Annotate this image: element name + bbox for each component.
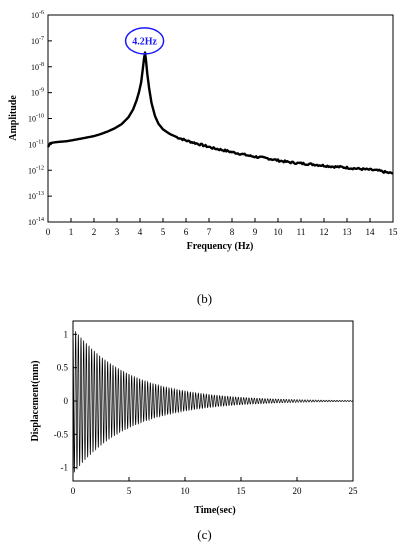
displacement-y-tick-label: -0.5: [54, 429, 69, 439]
spectrum-x-tick-label: 8: [230, 227, 235, 237]
spectrum-y-tick-label: 10-13: [28, 191, 44, 201]
displacement-series-line: [72, 327, 354, 473]
displacement-y-tick-label: 0.5: [57, 363, 69, 373]
spectrum-x-tick-label: 4: [138, 227, 143, 237]
spectrum-y-tick-label: 10-12: [28, 165, 44, 175]
peak-annotation-ellipse: [124, 27, 165, 55]
spectrum-series-line: [46, 51, 394, 175]
displacement-x-tick-label: 15: [237, 486, 247, 496]
spectrum-y-tick-label: 10-14: [28, 217, 44, 227]
spectrum-x-tick-label: 1: [69, 227, 74, 237]
spectrum-x-tick-label: 15: [389, 227, 399, 237]
spectrum-x-tick-label: 7: [207, 227, 212, 237]
displacement-y-axis-label: Displacement(mm): [30, 360, 41, 441]
spectrum-x-tick-label: 5: [161, 227, 166, 237]
spectrum-y-tick-label: 10-11: [28, 139, 44, 149]
displacement-chart: 1 0.5 0 -0.5 -1 0 5 10 15 20 25 Time(sec) Displac…: [30, 320, 359, 516]
spectrum-x-tick-label: 2: [92, 227, 97, 237]
peak-annotation-label: 4.2Hz: [132, 36, 157, 47]
displacement-y-tick-label: -1: [61, 463, 69, 473]
spectrum-x-tick-label: 14: [366, 227, 376, 237]
displacement-y-tick-label: 1: [64, 329, 69, 339]
displacement-x-tick-label: 5: [127, 486, 132, 496]
spectrum-x-tick-label: 3: [115, 227, 120, 237]
displacement-y-tick-label: 0: [64, 396, 69, 406]
spectrum-chart: 10-14 10-13 10-12 10-11 10-10 10-9 10-8 10-7 10-…: [8, 10, 399, 252]
spectrum-y-axis-label: Amplitude: [8, 95, 19, 141]
displacement-x-tick-label: 20: [293, 486, 303, 496]
spectrum-x-tick-label: 13: [343, 227, 353, 237]
spectrum-x-tick-label: 0: [46, 227, 51, 237]
spectrum-y-tick-label: 10-6: [31, 10, 44, 20]
spectrum-y-tick-label: 10-10: [28, 114, 44, 124]
spectrum-x-tick-label: 12: [320, 227, 329, 237]
spectrum-plot-frame: [47, 14, 394, 223]
spectrum-x-tick-label: 9: [253, 227, 258, 237]
displacement-x-tick-label: 25: [349, 486, 359, 496]
spectrum-y-tick-label: 10-7: [31, 36, 44, 46]
caption-c: (c): [197, 527, 212, 542]
spectrum-x-axis-label: Frequency (Hz): [187, 241, 254, 252]
spectrum-y-tick-label: 10-9: [31, 88, 44, 98]
displacement-x-tick-label: 10: [181, 486, 191, 496]
displacement-x-axis-label: Time(sec): [194, 505, 235, 516]
caption-b: (b): [196, 291, 213, 306]
displacement-x-tick-label: 0: [71, 486, 76, 496]
spectrum-y-tick-label: 10-8: [31, 62, 44, 72]
spectrum-x-tick-label: 11: [297, 227, 306, 237]
spectrum-x-tick-label: 10: [274, 227, 284, 237]
spectrum-x-tick-label: 6: [184, 227, 189, 237]
